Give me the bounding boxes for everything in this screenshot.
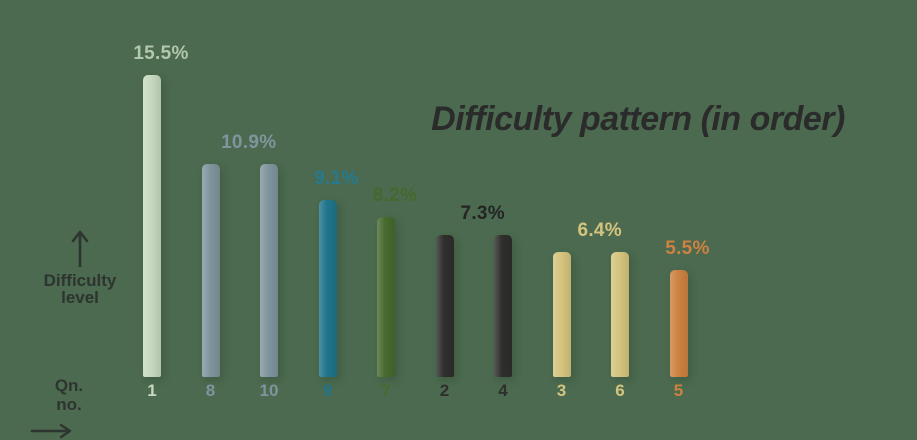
x-tick-qn-2: 2 [439,381,450,400]
x-tick-qn-9: 9 [322,381,333,400]
bar-qn-10 [260,164,278,377]
x-tick-qn-1: 1 [147,381,157,400]
bar-qn-1 [143,75,161,377]
y-axis-label-line1: Difficulty [43,271,117,290]
x-tick-qn-6: 6 [615,381,625,400]
x-axis-label-line1: Qn. [54,376,84,395]
bar-qn-3 [552,252,571,377]
bar-qn-6 [611,252,629,377]
chart-title: Difficulty pattern (in order) [431,100,845,138]
value-label-15.5%: 15.5% [133,43,189,64]
x-tick-qn-10: 10 [259,381,279,400]
x-axis-label: Qn. no. [30,376,108,414]
x-tick-qn-8: 8 [205,381,216,400]
bar-qn-4 [494,235,512,377]
x-axis-label-line2: no. [56,395,82,414]
x-tick-qn-4: 4 [498,381,508,400]
x-axis-label-group: Qn. no. [30,376,150,440]
bar-qn-8 [201,164,220,377]
x-tick-qn-7: 7 [381,381,391,400]
value-label-6.4%: 6.4% [577,220,622,241]
up-arrow-icon [71,230,89,268]
value-label-8.2%: 8.2% [372,185,418,206]
bar-qn-9 [318,200,337,377]
x-tick-qn-3: 3 [556,381,567,400]
value-label-9.1%: 9.1% [314,168,359,189]
bar-qn-5 [669,270,688,377]
value-label-7.3%: 7.3% [460,203,505,224]
y-axis-label-line2: level [61,288,99,307]
y-axis-label-group: Difficulty level [20,228,140,306]
bar-qn-2 [435,235,454,377]
x-tick-qn-5: 5 [673,381,684,400]
value-label-5.5%: 5.5% [665,238,710,259]
bar-qn-7 [377,217,395,377]
value-label-10.9%: 10.9% [221,132,277,153]
right-arrow-icon [30,423,72,439]
